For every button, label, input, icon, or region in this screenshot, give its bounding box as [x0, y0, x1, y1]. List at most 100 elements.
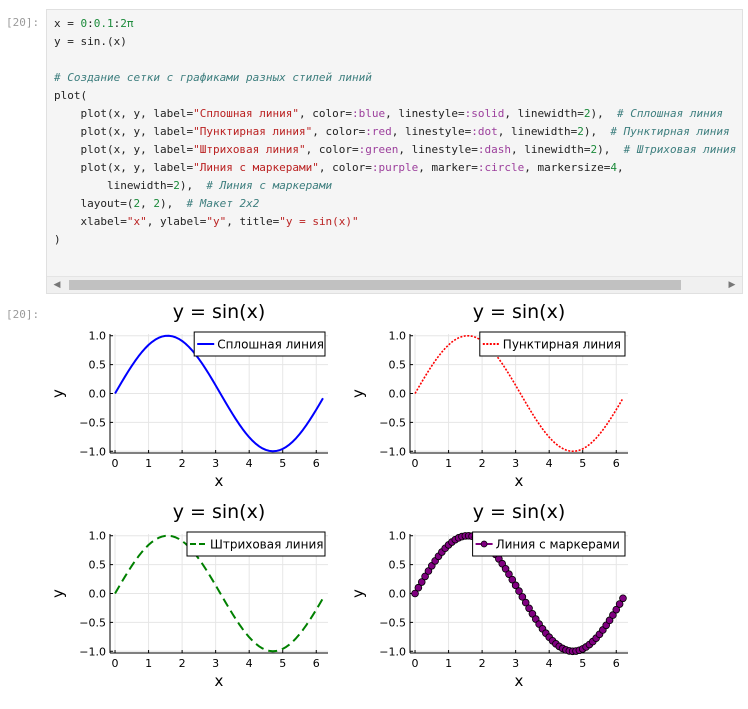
- code-token: , linestyle=: [391, 125, 472, 138]
- code-token: , title=: [226, 215, 280, 228]
- subplot-3: y = sin(x) 0 1 2 3 4 5 6 1.0 0.5 0.0 −0.5 −1.0 x y Штри…: [49, 501, 328, 690]
- code-editor[interactable]: x = 0:0.1:2π y = sin.(x) # Создание сетк…: [54, 15, 736, 249]
- y-tick-label: 1.0: [389, 330, 407, 343]
- code-token: # Пунктирная линия: [610, 125, 730, 138]
- y-tick-label: −1.0: [79, 445, 106, 458]
- code-token: , color=: [305, 143, 359, 156]
- code-token: :dash: [477, 143, 512, 156]
- y-tick-label: −0.5: [379, 616, 406, 629]
- series-line: [114, 334, 324, 453]
- code-line: layout=(2, 2), # Макет 2x2: [54, 197, 259, 210]
- legend-label: Штриховая линия: [210, 538, 323, 552]
- y-tick-label: −0.5: [79, 616, 106, 629]
- y-tick-label: −1.0: [379, 645, 406, 658]
- code-token: plot(x, y, label=: [54, 161, 194, 174]
- code-token: , ylabel=: [146, 215, 207, 228]
- code-token: "Штриховая линия": [193, 143, 306, 156]
- y-tick-label: 1.0: [89, 530, 107, 543]
- code-cell[interactable]: x = 0:0.1:2π y = sin.(x) # Создание сетк…: [46, 9, 743, 294]
- scrollbar-thumb[interactable]: [69, 280, 681, 290]
- code-token: , marker=: [418, 161, 478, 174]
- code-token: plot(x, y, label=: [54, 125, 194, 138]
- code-token: 2: [577, 125, 584, 138]
- code-token: , linewidth=: [497, 125, 578, 138]
- x-tick-label: 0: [412, 657, 419, 670]
- code-token: , linestyle=: [398, 143, 478, 156]
- code-token: :dot: [471, 125, 498, 138]
- subplot-title: y = sin(x): [173, 301, 266, 323]
- scroll-left-icon[interactable]: ◀: [53, 280, 61, 290]
- code-token: :red: [365, 125, 392, 138]
- code-token: plot(: [54, 89, 88, 102]
- subplot-title: y = sin(x): [473, 301, 566, 323]
- y-axis-label: y: [349, 389, 367, 398]
- code-line: plot(x, y, label="Пунктирная линия", col…: [54, 125, 730, 138]
- code-line: plot(: [54, 89, 87, 102]
- legend-box: [193, 331, 326, 357]
- y-axis-label: y: [349, 589, 367, 598]
- legend-label: Пунктирная линия: [503, 338, 621, 352]
- series-marker: [424, 567, 433, 575]
- series-marker: [619, 594, 627, 603]
- y-tick-label: 0.5: [389, 359, 407, 372]
- code-token: , color=: [299, 107, 353, 120]
- y-tick-label: 1.0: [89, 330, 107, 343]
- code-token: :circle: [477, 161, 525, 174]
- code-token: ),: [159, 197, 187, 210]
- x-tick-label: 6: [313, 657, 320, 670]
- legend-box: [472, 531, 626, 557]
- code-token: # Создание сетки с графиками разных стил…: [54, 71, 372, 84]
- code-token: # Сплошная линия: [617, 107, 723, 120]
- output-prompt: [20]:: [6, 308, 40, 321]
- y-tick-label: 0.5: [89, 559, 107, 572]
- series-marker: [521, 598, 530, 607]
- series-marker: [414, 583, 423, 592]
- x-tick-label: 5: [279, 457, 286, 470]
- x-tick-label: 1: [445, 657, 452, 670]
- legend-box: [479, 331, 626, 357]
- code-token: ),: [590, 107, 617, 120]
- horizontal-scrollbar[interactable]: ◀ ▶: [47, 276, 742, 293]
- code-token: ),: [583, 125, 611, 138]
- subplot-title: y = sin(x): [473, 501, 566, 523]
- code-token: x =: [54, 17, 81, 30]
- code-token: # Линия с маркерами: [206, 179, 333, 192]
- code-token: :: [113, 17, 121, 30]
- y-tick-label: −0.5: [79, 416, 106, 429]
- code-token: "y = sin(x)": [279, 215, 359, 228]
- y-axis-label: y: [49, 589, 67, 598]
- code-token: y = sin.(x): [54, 35, 127, 48]
- x-tick-label: 5: [279, 657, 286, 670]
- legend-label: Линия с маркерами: [496, 538, 620, 552]
- series-marker: [511, 581, 520, 590]
- code-token: :green: [358, 143, 399, 156]
- code-token: plot(x, y, label=: [54, 107, 194, 120]
- series-marker: [518, 593, 527, 601]
- code-token: 2: [133, 197, 141, 210]
- series-marker: [411, 589, 419, 598]
- y-tick-label: −0.5: [379, 416, 406, 429]
- code-token: , linestyle=: [385, 107, 465, 120]
- code-token: 2: [173, 179, 180, 192]
- code-token: "y": [206, 215, 227, 228]
- code-token: ),: [597, 143, 624, 156]
- series-marker: [505, 570, 513, 578]
- y-tick-label: 0.0: [89, 388, 107, 401]
- legend-label: Сплошная линия: [217, 338, 324, 352]
- code-line: linewidth=2), # Линия с маркерами: [54, 179, 332, 192]
- y-tick-label: −1.0: [379, 445, 406, 458]
- code-token: linewidth=: [54, 179, 174, 192]
- x-axis-label: x: [515, 672, 524, 690]
- subplot-1: y = sin(x) 0 1 2 3 4 5 6 1.0 0.5 0.0 −0.5 −1.0 x y Спло…: [49, 301, 328, 490]
- series-line: [414, 334, 624, 453]
- x-tick-label: 3: [212, 657, 219, 670]
- series-marker: [612, 605, 621, 614]
- code-token: 2π: [120, 17, 134, 30]
- legend-box: [186, 531, 326, 557]
- series-marker: [515, 587, 523, 595]
- code-token: plot(x, y, label=: [54, 143, 194, 156]
- code-line: plot(x, y, label="Линия с маркерами", co…: [54, 161, 623, 174]
- y-tick-label: 0.0: [389, 388, 407, 401]
- code-token: 0: [80, 17, 88, 30]
- scroll-right-icon[interactable]: ▶: [728, 280, 736, 290]
